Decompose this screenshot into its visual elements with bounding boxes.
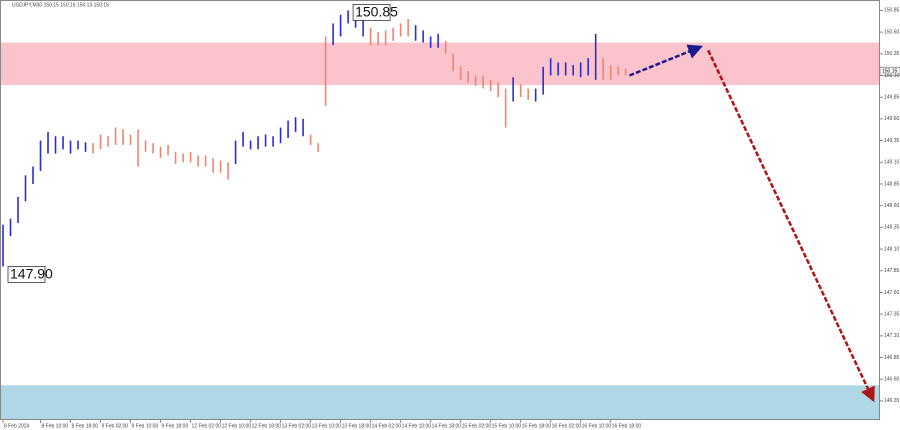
- y-tick-label: 148.85: [884, 181, 900, 187]
- target-zone: [0, 42, 880, 86]
- y-tick-label: 147.10: [884, 333, 900, 339]
- x-tick-label: 9 Feb 18:00: [162, 423, 189, 429]
- x-tick-label: 15 Feb 02:00: [462, 423, 492, 429]
- price-label: 150.85: [355, 4, 398, 20]
- y-tick-label: 147.85: [884, 268, 900, 274]
- plot-frame: [0, 0, 880, 420]
- x-tick-label: 12 Feb 18:00: [252, 423, 282, 429]
- y-tick-label: 147.60: [884, 290, 900, 296]
- y-tick-label: 146.60: [884, 377, 900, 383]
- y-tick-label: 146.35: [884, 398, 900, 404]
- x-tick-label: 9 Feb 10:00: [132, 423, 159, 429]
- target-zone: [0, 385, 880, 420]
- y-tick-label: 149.35: [884, 138, 900, 144]
- forecast-arrow: [628, 44, 704, 77]
- x-tick-label: 8 Feb 18:00: [72, 423, 99, 429]
- y-tick-label: 149.60: [884, 116, 900, 122]
- x-tick-label: 14 Feb 02:00: [372, 423, 402, 429]
- x-tick-label: 12 Feb 10:00: [222, 423, 252, 429]
- price-label-box: [7, 266, 46, 283]
- y-tick-label: 150.85: [884, 8, 900, 14]
- chart-title: USDJPY,M30 150.15 150.16 150.13 150.15: [12, 2, 109, 8]
- x-tick-label: 8 Feb 10:00: [42, 423, 69, 429]
- x-tick-label: 9 Feb 02:00: [102, 423, 129, 429]
- x-tick-label: 8 Feb 2024: [4, 423, 30, 429]
- y-tick-label: 147.35: [884, 311, 900, 317]
- x-tick-label: 14 Feb 10:00: [402, 423, 432, 429]
- x-tick-label: 15 Feb 10:00: [492, 423, 522, 429]
- y-tick-label: 148.35: [884, 225, 900, 231]
- x-tick-label: 14 Feb 18:00: [432, 423, 462, 429]
- price-label: 147.90: [10, 266, 53, 282]
- x-tick-label: 12 Feb 02:00: [192, 423, 222, 429]
- y-tick-label: 150.10: [884, 73, 900, 79]
- y-tick-label: 146.85: [884, 355, 900, 361]
- y-tick-label: 149.85: [884, 95, 900, 101]
- y-tick-label: 148.10: [884, 246, 900, 252]
- current-price-label: 150.15: [882, 68, 898, 74]
- forecast-arrow: [707, 49, 875, 403]
- x-tick-label: 13 Feb 18:00: [342, 423, 372, 429]
- y-tick-label: 150.35: [884, 51, 900, 57]
- y-tick-label: 149.10: [884, 160, 900, 166]
- x-tick-label: 16 Feb 10:00: [582, 423, 612, 429]
- y-tick-label: 148.60: [884, 203, 900, 209]
- x-tick-label: 13 Feb 02:00: [282, 423, 312, 429]
- x-tick-label: 16 Feb 02:00: [552, 423, 582, 429]
- x-tick-label: 13 Feb 10:00: [312, 423, 342, 429]
- price-label-box: [352, 4, 391, 21]
- y-tick-label: 150.60: [884, 29, 900, 35]
- x-tick-label: 15 Feb 18:00: [522, 423, 552, 429]
- x-tick-label: 16 Feb 18:00: [612, 423, 642, 429]
